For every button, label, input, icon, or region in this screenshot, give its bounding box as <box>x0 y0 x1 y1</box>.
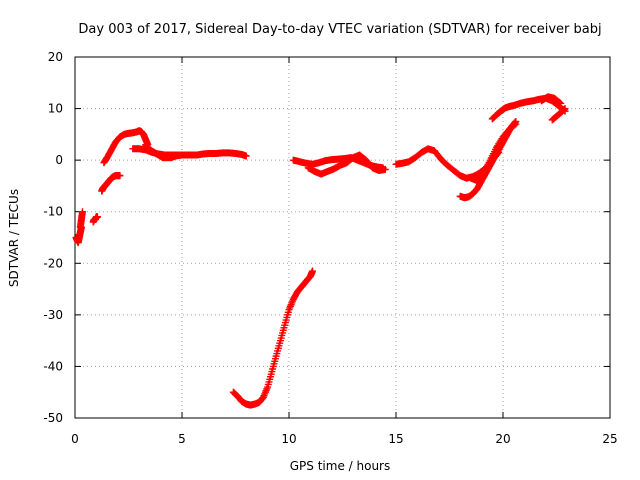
data-point <box>93 213 101 221</box>
data-point <box>78 208 86 216</box>
x-tick-label: 15 <box>388 432 403 446</box>
series-s17 <box>548 105 569 124</box>
chart-title: Day 003 of 2017, Sidereal Day-to-day VTE… <box>78 22 601 37</box>
x-tick-label: 20 <box>495 432 510 446</box>
data-point <box>242 152 250 160</box>
data-point <box>561 105 569 113</box>
series-s5 <box>100 127 152 167</box>
data-point <box>116 172 124 180</box>
x-tick-label: 10 <box>281 432 296 446</box>
y-tick-label: -50 <box>43 411 63 425</box>
y-tick-label: -10 <box>43 205 63 219</box>
axis-ticks <box>74 56 611 419</box>
x-axis-label: GPS time / hours <box>290 459 391 473</box>
x-tick-labels: 0 5 10 15 20 25 <box>71 432 617 446</box>
y-tick-label: 20 <box>48 50 63 64</box>
series-s13 <box>467 120 520 185</box>
series-s4 <box>98 172 124 195</box>
y-tick-label: 0 <box>55 153 63 167</box>
y-tick-label: -20 <box>43 256 63 270</box>
y-tick-label: -30 <box>43 308 63 322</box>
data-points <box>72 93 569 409</box>
series-s14 <box>488 101 518 123</box>
series-s3 <box>89 213 101 226</box>
data-point <box>511 121 519 129</box>
data-point <box>309 267 317 275</box>
data-point <box>512 120 520 128</box>
series-s16 <box>538 93 565 107</box>
series-s8 <box>229 267 317 409</box>
x-tick-label: 5 <box>178 432 186 446</box>
series-s2 <box>76 208 86 231</box>
grid-lines <box>75 57 610 418</box>
series-s10 <box>304 151 389 178</box>
data-point <box>381 165 389 173</box>
y-tick-label: -40 <box>43 359 63 373</box>
data-point <box>556 99 564 107</box>
plot-frame <box>74 56 611 419</box>
y-axis-label: SDTVAR / TECUs <box>7 189 21 287</box>
x-tick-label: 25 <box>602 432 617 446</box>
y-tick-labels: -50 -40 -30 -20 -10 0 10 20 <box>43 50 63 425</box>
series-s7 <box>142 141 186 162</box>
x-tick-label: 0 <box>71 432 79 446</box>
data-point <box>557 99 565 107</box>
data-point <box>178 151 186 159</box>
y-tick-label: 10 <box>48 102 63 116</box>
series-s1 <box>72 223 85 247</box>
